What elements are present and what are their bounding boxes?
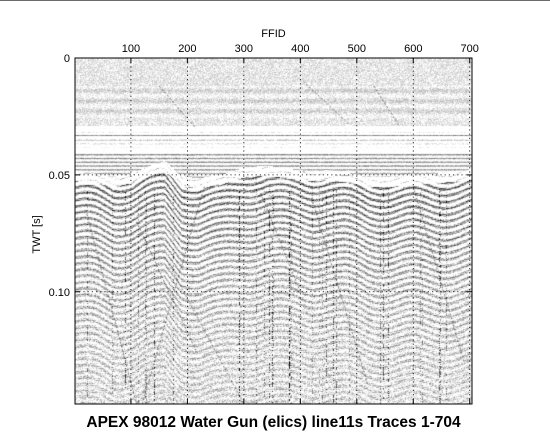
x-tick-label-100: 100 bbox=[122, 43, 140, 55]
top-rule bbox=[0, 0, 550, 1]
plot-frame bbox=[74, 57, 473, 405]
x-axis-title: FFID bbox=[261, 28, 285, 40]
seismic-raster bbox=[75, 58, 472, 404]
y-tick-label-0.10: 0.10 bbox=[49, 287, 70, 299]
x-tick-label-700: 700 bbox=[461, 43, 479, 55]
x-tick-label-300: 300 bbox=[235, 43, 253, 55]
chart-title: APEX 98012 Water Gun (elics) line11s Tra… bbox=[86, 414, 461, 431]
y-axis-title: TWT [s] bbox=[31, 215, 43, 253]
x-tick-label-200: 200 bbox=[178, 43, 196, 55]
y-axis: 0 0.05 0.10 bbox=[49, 53, 472, 299]
grid-lines bbox=[75, 58, 472, 404]
x-tick-label-400: 400 bbox=[291, 43, 309, 55]
x-tick-label-600: 600 bbox=[404, 43, 422, 55]
plot-area bbox=[74, 57, 473, 405]
y-tick-label-0.05: 0.05 bbox=[49, 170, 70, 182]
x-tick-label-500: 500 bbox=[348, 43, 366, 55]
y-tick-label-0: 0 bbox=[64, 53, 70, 65]
seismic-image bbox=[75, 58, 472, 404]
x-axis-top: 100 200 300 400 500 600 700 bbox=[122, 43, 479, 404]
